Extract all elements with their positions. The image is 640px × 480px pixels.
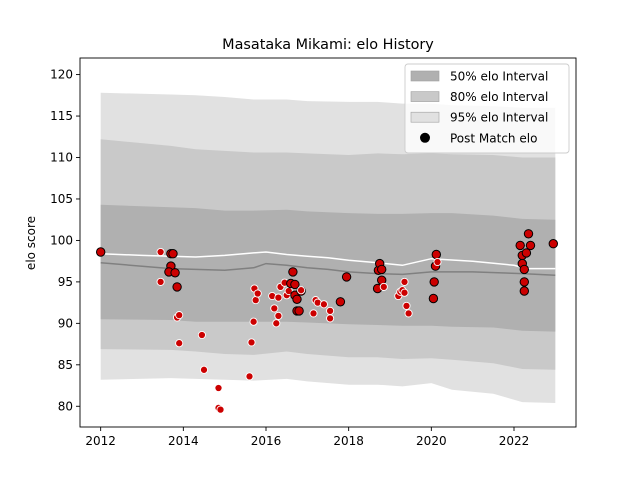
- post-match-elo-point: [326, 314, 335, 323]
- post-match-elo-point: [519, 286, 529, 296]
- post-match-elo-point: [429, 277, 439, 287]
- post-match-elo-point: [274, 311, 283, 320]
- post-match-elo-point: [519, 277, 529, 287]
- post-match-elo-point: [156, 277, 165, 286]
- legend-label: 80% elo Interval: [450, 90, 548, 104]
- post-match-elo-point: [288, 267, 298, 277]
- y-tick-label: 90: [58, 316, 73, 330]
- post-match-elo-point: [297, 286, 306, 295]
- y-tick-label: 105: [50, 192, 73, 206]
- legend-marker: [420, 132, 430, 143]
- post-match-elo-point: [292, 294, 302, 304]
- post-match-elo-point: [253, 289, 262, 298]
- post-match-elo-point: [251, 296, 260, 305]
- legend-swatch: [410, 91, 440, 102]
- post-match-elo-point: [548, 239, 558, 249]
- axes-frame: [79, 57, 577, 428]
- post-match-elo-point: [175, 311, 184, 320]
- post-match-elo-point: [197, 330, 206, 340]
- mean-elo-line: [100, 262, 556, 277]
- post-match-elo-point: [245, 372, 254, 381]
- plot-area: [96, 92, 558, 414]
- post-match-elo-point: [400, 277, 409, 286]
- post-match-elo-point: [341, 272, 352, 282]
- post-match-elo-point: [433, 257, 442, 267]
- post-match-elo-point: [214, 383, 223, 393]
- x-tick-label: 2014: [168, 434, 199, 448]
- post-match-elo-point: [175, 339, 184, 348]
- post-match-elo-point: [172, 282, 182, 292]
- post-match-elo-point: [272, 319, 281, 328]
- post-match-elo-point: [404, 309, 413, 318]
- band-50-interval: [100, 204, 556, 332]
- post-match-elo-point: [402, 301, 411, 310]
- post-match-elo-point: [523, 229, 534, 239]
- post-match-elo-point: [377, 264, 387, 275]
- y-tick-label: 100: [50, 233, 73, 247]
- post-match-elo-point: [379, 282, 388, 291]
- chart-title: Masataka Mikami: elo History: [222, 37, 434, 53]
- post-match-elo-point: [216, 405, 225, 414]
- axes: 2012 2014 2016 2018 2020 2022 80 85 90 95 100 105 11…: [50, 57, 577, 448]
- legend-label: 95% elo Interval: [450, 111, 548, 125]
- post-match-elo-point: [515, 240, 525, 251]
- x-tick-label: 2020: [416, 434, 447, 448]
- y-tick-label: 85: [58, 358, 73, 372]
- post-match-elo-point: [168, 249, 178, 259]
- y-tick-label: 115: [50, 109, 73, 123]
- y-tick-label: 95: [58, 275, 73, 289]
- y-tick-label: 120: [50, 68, 73, 82]
- post-match-elo-point: [247, 338, 256, 347]
- post-match-elo-point: [335, 297, 346, 307]
- legend-swatch: [410, 111, 440, 123]
- post-match-elo-point: [156, 247, 165, 257]
- post-match-elo-point: [326, 306, 335, 315]
- y-tick-label: 110: [50, 151, 73, 165]
- post-match-elo-point: [519, 264, 529, 275]
- post-match-elo-point: [170, 268, 180, 278]
- legend: 50% elo Interval 80% elo Interval 95% elo …: [404, 63, 570, 154]
- post-match-elo-point: [274, 293, 283, 302]
- y-axis-label: elo score: [24, 216, 38, 270]
- x-tick-label: 2016: [251, 434, 282, 448]
- post-match-elo-point: [96, 247, 106, 257]
- post-match-elo-point: [431, 249, 441, 260]
- legend-label: 50% elo Interval: [450, 70, 548, 84]
- legend-box: [404, 63, 570, 154]
- x-tick-label: 2022: [499, 434, 530, 448]
- legend-swatch: [410, 70, 440, 82]
- legend-label: Post Match elo: [450, 131, 537, 145]
- post-match-elo-point: [525, 240, 536, 251]
- post-match-elo-point: [400, 288, 409, 297]
- post-match-elo-point: [270, 304, 279, 313]
- post-match-elo-point: [428, 293, 439, 304]
- y-tick-label: 80: [58, 399, 73, 413]
- post-match-elo-point: [319, 300, 328, 309]
- post-match-elo-point: [294, 306, 304, 316]
- post-match-elo-point: [521, 248, 532, 258]
- x-tick-label: 2018: [333, 434, 364, 448]
- post-match-elo-point: [290, 279, 300, 290]
- post-match-elo-point: [249, 317, 258, 326]
- post-match-elo-point: [199, 365, 209, 374]
- x-tick-label: 2012: [85, 434, 116, 448]
- post-match-elo-point: [309, 309, 318, 318]
- median-elo-line: [100, 251, 556, 270]
